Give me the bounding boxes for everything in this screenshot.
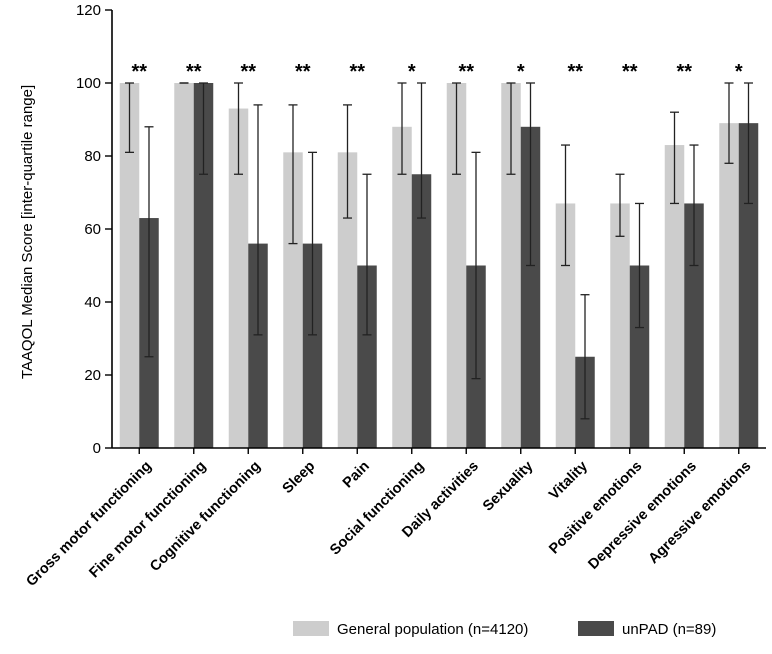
error-bar-unpad-8 [580,294,590,420]
significance-label-9: ** [622,61,638,83]
significance-label-5: * [408,61,416,83]
bar-general-6 [446,83,467,448]
error-bar-unpad-5 [417,82,426,219]
bar-general-0 [119,83,140,448]
error-bar-unpad-2 [253,104,263,336]
bar-unpad-10 [684,203,704,448]
bar-general-7 [501,83,521,448]
bar-unpad-2 [248,243,268,448]
significance-layer: ** ** ** ** ** * ** * ** ** ** * [131,61,742,83]
error-bar-unpad-4 [362,173,372,336]
x-tick-label-5: Social functioning [327,458,427,558]
significance-label-1: ** [186,61,202,83]
bar-unpad-7 [520,126,541,449]
bar-general-1 [174,83,194,448]
bar-unpad-5 [411,174,432,448]
error-bar-general-5 [397,82,407,175]
error-bar-general-11 [724,82,734,164]
error-bar-unpad-6 [471,151,481,380]
x-tick-label-2: Cognitive functioning [147,458,264,575]
legend-swatch-general [293,621,329,636]
legend-label-unpad: unPAD (n=89) [622,621,716,638]
bar-general-11 [719,123,739,449]
y-tick-label-40: 40 [84,294,101,311]
error-bar-general-2 [234,82,243,175]
bar-general-4 [337,152,358,448]
significance-label-6: ** [458,61,474,83]
y-tick-label-120: 120 [76,2,101,19]
error-bar-general-10 [670,111,679,205]
bar-general-9 [610,203,630,448]
significance-label-10: ** [676,61,692,83]
bars-layer [119,83,759,449]
error-bar-unpad-1 [199,82,208,175]
bar-unpad-4 [357,265,377,448]
significance-label-8: ** [567,61,583,83]
y-tick-label-0: 0 [93,440,101,457]
error-bar-unpad-3 [308,151,317,336]
error-bar-general-6 [452,82,461,175]
bar-general-8 [555,203,576,448]
error-bar-unpad-11 [744,82,753,205]
error-bar-unpad-0 [144,126,154,358]
y-axis-label: TAAQOL Median Score [inter-quartile rang… [19,85,36,379]
error-bar-unpad-7 [526,82,535,267]
bar-unpad-9 [629,265,650,448]
significance-label-4: ** [349,61,365,83]
significance-label-7: * [517,61,525,83]
bar-general-10 [664,145,685,449]
y-tick-label-100: 100 [76,75,101,92]
y-tick-label-80: 80 [84,148,101,165]
significance-label-0: ** [131,61,147,83]
bar-unpad-11 [738,123,759,449]
significance-label-11: * [735,61,743,83]
x-tick-label-7: Sexuality [480,458,536,514]
x-tick-label-10: Depressive emotions [585,458,699,572]
bar-general-3 [283,152,303,448]
significance-label-3: ** [295,61,311,83]
error-bar-general-9 [615,173,625,237]
x-tick-label-11: Agressive emotions [646,458,755,567]
error-bar-unpad-10 [689,144,699,267]
x-tick-label-9: Positive emotions [546,458,645,557]
y-tick-label-20: 20 [84,367,101,384]
error-bar-general-4 [343,104,352,219]
bar-general-2 [228,108,249,449]
error-bar-general-7 [506,82,516,175]
significance-label-2: ** [240,61,256,83]
error-bar-general-3 [288,104,298,245]
legend-label-general: General population (n=4120) [337,621,528,638]
bar-general-5 [392,126,412,449]
bar-unpad-3 [302,243,323,448]
bar-unpad-1 [193,83,214,448]
x-tick-label-8: Vitality [546,458,591,503]
error-bar-unpad-9 [635,202,644,329]
legend: General population (n=4120) unPAD (n=89) [293,621,716,638]
x-tick-label-4: Pain [340,458,373,491]
y-tick-label-60: 60 [84,221,101,238]
legend-swatch-unpad [578,621,614,636]
error-bar-general-8 [561,144,570,267]
x-tick-label-3: Sleep [280,458,319,497]
error-bar-general-0 [125,82,134,154]
error-bars-layer [125,82,753,420]
